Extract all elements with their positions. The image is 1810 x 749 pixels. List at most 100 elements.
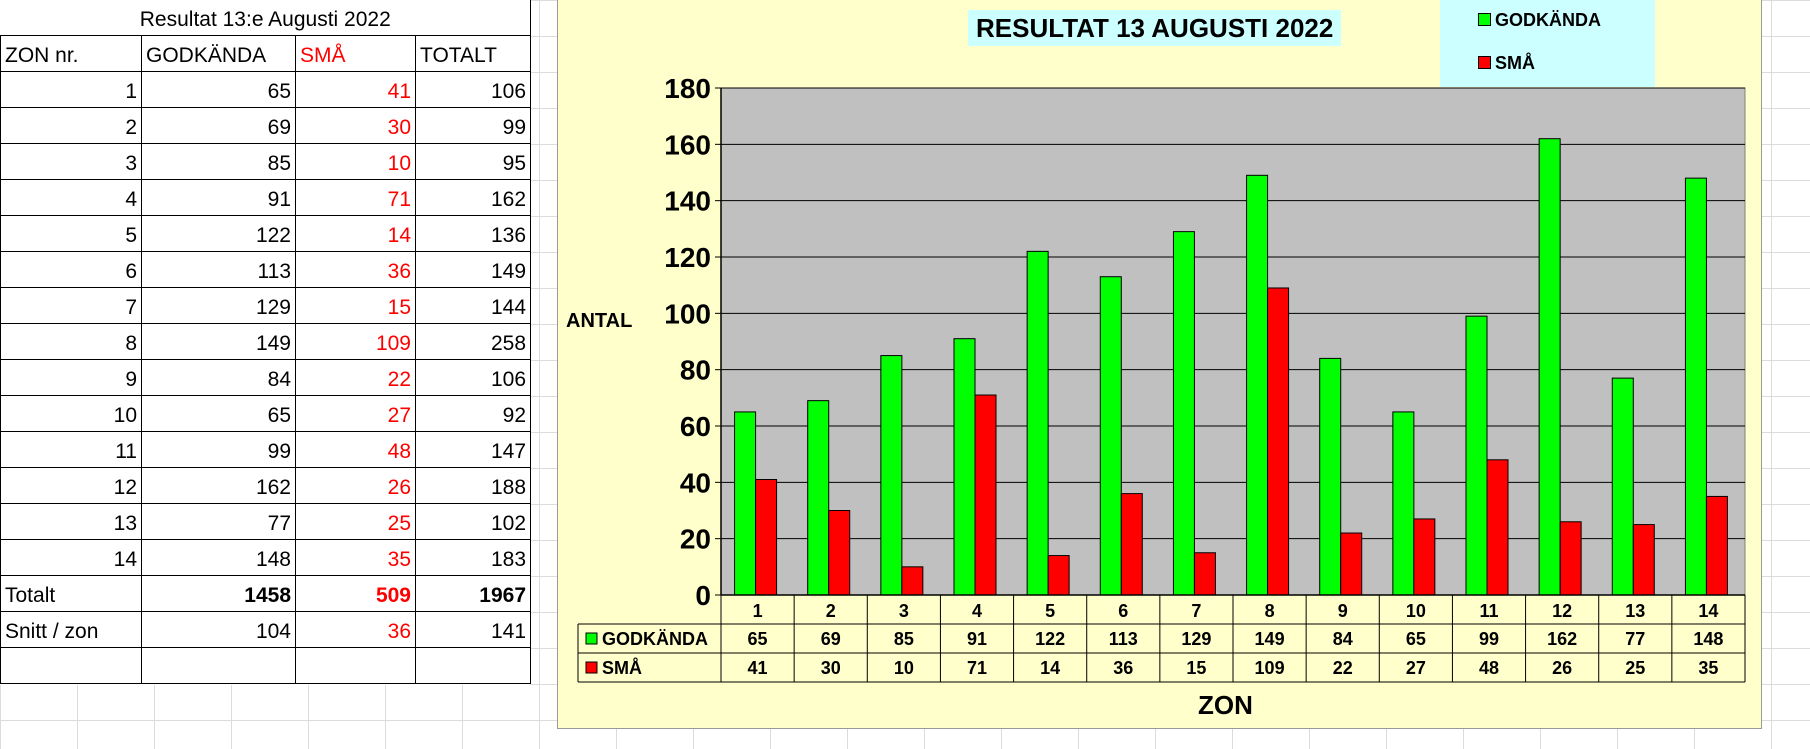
spreadsheet-table: Resultat 13:e Augusti 2022 ZON nr. GODKÄ… — [0, 0, 532, 685]
cell-godkanda[interactable]: 148 — [141, 539, 296, 576]
x-tick-label: 13 — [1625, 601, 1645, 621]
header-sma[interactable]: SMÅ — [295, 35, 416, 72]
chart-legend[interactable]: GODKÄNDA SMÅ — [1440, 0, 1655, 87]
cell-godkanda[interactable]: 129 — [141, 287, 296, 324]
cell-zon[interactable]: 7 — [0, 287, 142, 324]
empty-cell[interactable] — [141, 647, 296, 684]
cell-godkanda[interactable]: 84 — [141, 359, 296, 396]
cell-sma[interactable]: 71 — [295, 179, 416, 216]
cell-totalt[interactable]: 162 — [414, 179, 532, 216]
y-tick-label: 60 — [680, 411, 711, 442]
cell-totalt[interactable]: 106 — [414, 71, 532, 108]
cell-zon[interactable]: 11 — [0, 431, 142, 468]
cell-sma[interactable]: 25 — [295, 503, 416, 540]
empty-cell[interactable] — [0, 647, 142, 684]
cell-totalt[interactable]: 92 — [414, 395, 532, 432]
cell-sma[interactable]: 14 — [295, 215, 416, 252]
x-tick-label: 6 — [1118, 601, 1128, 621]
cell-godkanda[interactable]: 91 — [141, 179, 296, 216]
cell-godkanda[interactable]: 99 — [141, 431, 296, 468]
cell-godkanda[interactable]: 65 — [141, 71, 296, 108]
avg-label[interactable]: Snitt / zon — [0, 611, 142, 648]
data-label: 91 — [967, 629, 987, 649]
table-row: 13 77 25 102 — [0, 503, 532, 540]
cell-sma[interactable]: 109 — [295, 323, 416, 360]
chart-area[interactable]: 0 20 40 60 80 100 120 140 160 180 1 2 3 4 5 6 7 8 9 10 11 12 1… — [557, 0, 1762, 729]
cell-zon[interactable]: 4 — [0, 179, 142, 216]
data-label: 84 — [1333, 629, 1353, 649]
cell-totalt[interactable]: 149 — [414, 251, 532, 288]
cell-zon[interactable]: 6 — [0, 251, 142, 288]
cell-sma[interactable]: 41 — [295, 71, 416, 108]
x-tick-label: 4 — [972, 601, 982, 621]
cell-sma[interactable]: 30 — [295, 107, 416, 144]
cell-totalt[interactable]: 102 — [414, 503, 532, 540]
cell-sma[interactable]: 15 — [295, 287, 416, 324]
cell-zon[interactable]: 12 — [0, 467, 142, 504]
cell-zon[interactable]: 8 — [0, 323, 142, 360]
table-row: 8 149 109 258 — [0, 323, 532, 360]
cell-sma[interactable]: 26 — [295, 467, 416, 504]
bar-godkanda — [1465, 315, 1488, 596]
cell-godkanda[interactable]: 65 — [141, 395, 296, 432]
cell-godkanda[interactable]: 149 — [141, 323, 296, 360]
header-totalt[interactable]: TOTALT — [414, 35, 532, 72]
cell-sma[interactable]: 35 — [295, 539, 416, 576]
cell-totalt[interactable]: 99 — [414, 107, 532, 144]
totals-label[interactable]: Totalt — [0, 575, 142, 612]
cell-godkanda[interactable]: 122 — [141, 215, 296, 252]
cell-godkanda[interactable]: 85 — [141, 143, 296, 180]
header-godkanda[interactable]: GODKÄNDA — [141, 35, 296, 72]
cell-totalt[interactable]: 144 — [414, 287, 532, 324]
sheet-title[interactable]: Resultat 13:e Augusti 2022 — [0, 0, 532, 36]
cell-totalt[interactable]: 106 — [414, 359, 532, 396]
avg-sma[interactable]: 36 — [295, 611, 416, 648]
cell-totalt[interactable]: 183 — [414, 539, 532, 576]
cell-zon[interactable]: 14 — [0, 539, 142, 576]
cell-zon[interactable]: 10 — [0, 395, 142, 432]
cell-sma[interactable]: 48 — [295, 431, 416, 468]
cell-zon[interactable]: 13 — [0, 503, 142, 540]
empty-cell[interactable] — [414, 647, 532, 684]
bar-sma — [1705, 495, 1728, 596]
bar-godkanda — [1392, 411, 1415, 596]
table-row: 11 99 48 147 — [0, 431, 532, 468]
cell-zon[interactable]: 2 — [0, 107, 142, 144]
avg-totalt[interactable]: 141 — [414, 611, 532, 648]
avg-godkanda[interactable]: 104 — [141, 611, 296, 648]
x-tick-label: 7 — [1191, 601, 1201, 621]
cell-zon[interactable]: 9 — [0, 359, 142, 396]
bar-godkanda — [953, 338, 976, 596]
cell-sma[interactable]: 10 — [295, 143, 416, 180]
cell-totalt[interactable]: 136 — [414, 215, 532, 252]
cell-totalt[interactable]: 95 — [414, 143, 532, 180]
cell-zon[interactable]: 1 — [0, 71, 142, 108]
cell-godkanda[interactable]: 162 — [141, 467, 296, 504]
cell-godkanda[interactable]: 113 — [141, 251, 296, 288]
table-row: 14 148 35 183 — [0, 539, 532, 576]
header-zon[interactable]: ZON nr. — [0, 35, 142, 72]
totals-godkanda[interactable]: 1458 — [141, 575, 296, 612]
bar-godkanda — [1246, 174, 1269, 596]
empty-cell[interactable] — [295, 647, 416, 684]
table-row: 12 162 26 188 — [0, 467, 532, 504]
cell-godkanda[interactable]: 77 — [141, 503, 296, 540]
cell-sma[interactable]: 22 — [295, 359, 416, 396]
totals-sma[interactable]: 509 — [295, 575, 416, 612]
cell-sma[interactable]: 36 — [295, 251, 416, 288]
cell-sma[interactable]: 27 — [295, 395, 416, 432]
cell-totalt[interactable]: 147 — [414, 431, 532, 468]
cell-godkanda[interactable]: 69 — [141, 107, 296, 144]
cell-totalt[interactable]: 188 — [414, 467, 532, 504]
data-label: 14 — [1040, 658, 1060, 678]
cell-zon[interactable]: 3 — [0, 143, 142, 180]
data-label: 36 — [1113, 658, 1133, 678]
data-label: 10 — [894, 658, 914, 678]
totals-totalt[interactable]: 1967 — [414, 575, 532, 612]
cell-totalt[interactable]: 258 — [414, 323, 532, 360]
bar-godkanda — [1684, 177, 1707, 596]
cell-zon[interactable]: 5 — [0, 215, 142, 252]
data-label: 65 — [748, 629, 768, 649]
data-label: 109 — [1255, 658, 1285, 678]
